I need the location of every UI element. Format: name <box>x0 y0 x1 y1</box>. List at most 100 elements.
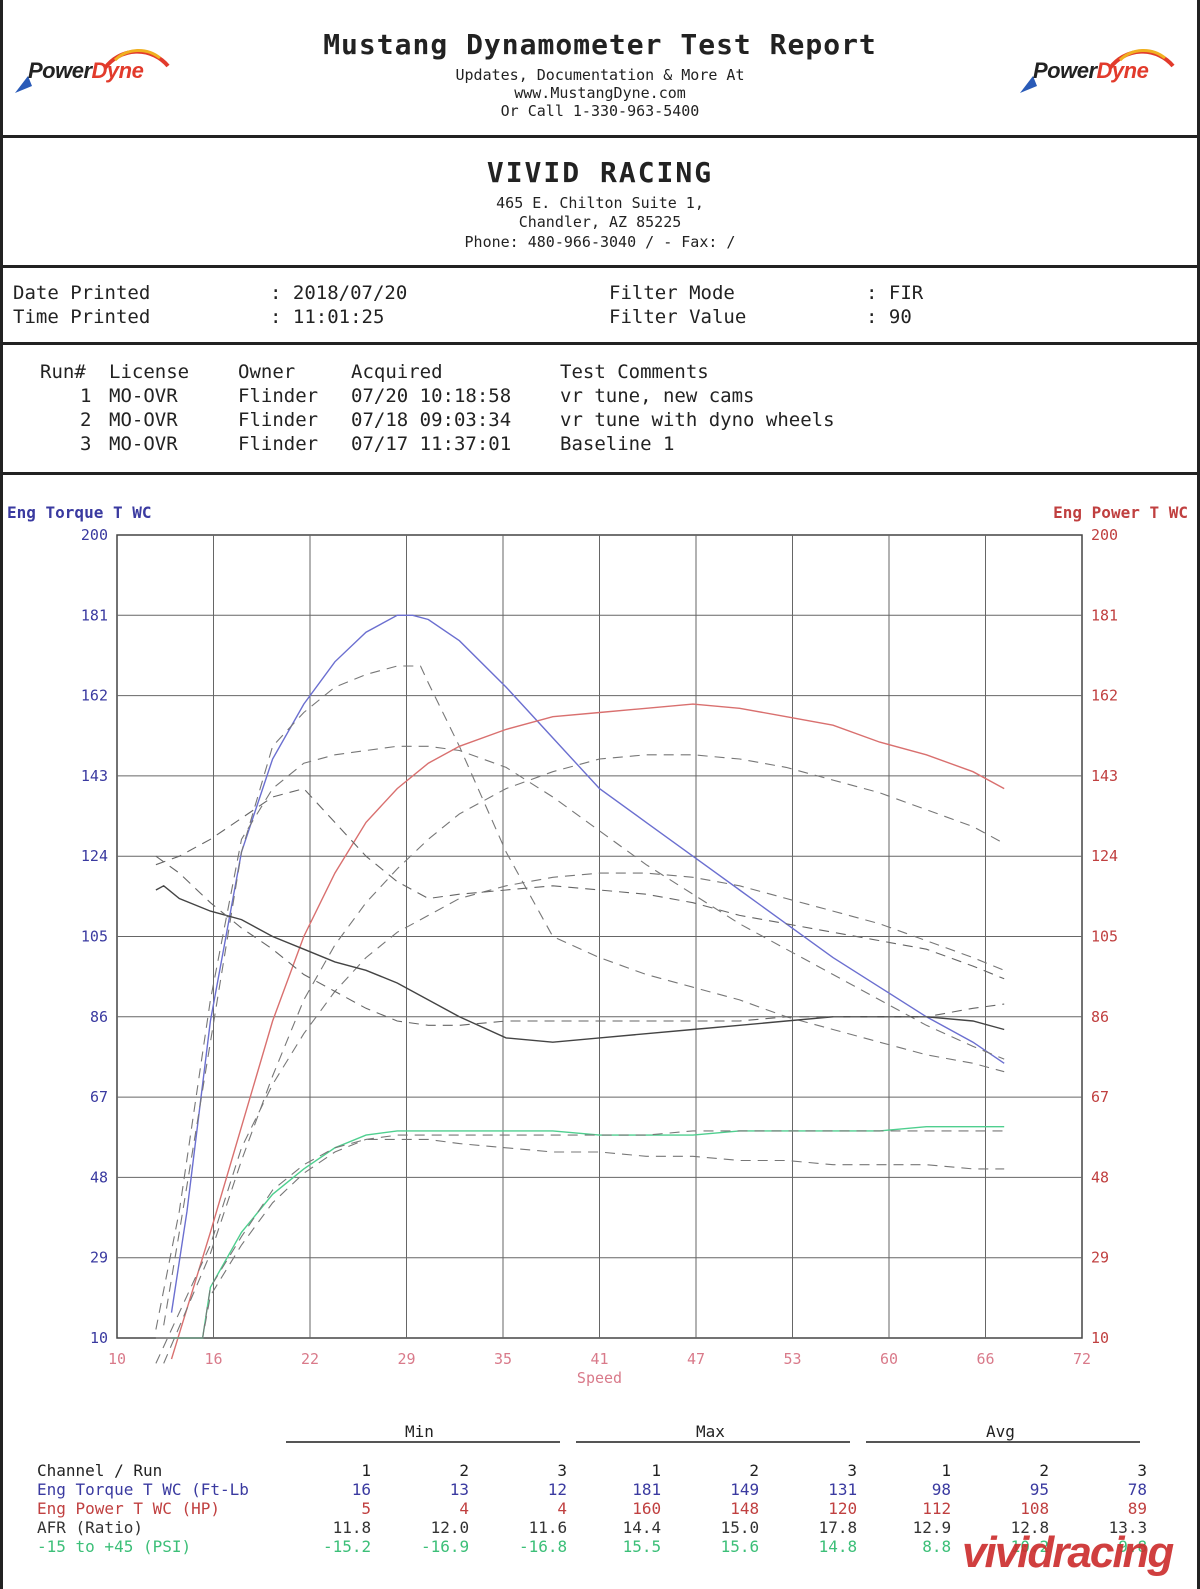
time-printed-label: Time Printed <box>13 306 151 328</box>
stats-value: 98 <box>931 1480 952 1499</box>
stats-value: 89 <box>1127 1499 1148 1518</box>
runs-header-acquired: Acquired <box>351 361 443 383</box>
stats-value: 4 <box>459 1499 470 1518</box>
stats-run-header: 3 <box>847 1461 858 1480</box>
y-tick-label-right: 124 <box>1091 847 1118 865</box>
y-axis-left-title: Eng Torque T WC <box>7 503 152 522</box>
shop-name: VIVID RACING <box>486 156 714 189</box>
stats-value: 78 <box>1127 1480 1148 1499</box>
filter-mode-label: Filter Mode <box>609 282 735 304</box>
x-tick-label: 72 <box>1073 1350 1091 1368</box>
stats-value: 108 <box>1020 1499 1050 1518</box>
series-line-power-run-2 <box>163 754 1005 1364</box>
series-line-boost-run-1 <box>171 1125 1005 1339</box>
date-printed-label: Date Printed <box>13 282 151 304</box>
stats-channel-label: AFR (Ratio) <box>37 1518 143 1537</box>
series-line-afr-run-1 <box>155 884 1005 1043</box>
stats-value: 8.8 <box>922 1537 952 1556</box>
shop-phone: Phone: 480-966-3040 / - Fax: / <box>464 233 736 251</box>
series-line-boost-run-3 <box>155 1138 1005 1339</box>
header-line-2: www.MustangDyne.com <box>514 84 686 102</box>
stats-value: 14.4 <box>622 1518 662 1537</box>
stats-value: -16.8 <box>519 1537 568 1556</box>
table-row: vr tune, new cams <box>560 385 755 407</box>
y-tick-label-right: 143 <box>1091 767 1118 785</box>
table-row: 1 <box>80 385 92 407</box>
y-tick-label-left: 162 <box>81 687 108 705</box>
y-tick-label-right: 29 <box>1091 1249 1109 1267</box>
divider <box>0 265 1200 268</box>
series-line-afr-run-3 <box>155 787 1005 980</box>
stats-run-header: 3 <box>1137 1461 1148 1480</box>
logo-gauge-icon <box>15 48 170 93</box>
stats-value: 112 <box>922 1499 952 1518</box>
stats-run-header: 1 <box>941 1461 952 1480</box>
stats-run-header: 2 <box>749 1461 760 1480</box>
divider <box>0 135 1200 138</box>
y-tick-label-right: 181 <box>1091 606 1118 624</box>
stats-value: 148 <box>730 1499 760 1518</box>
report-title: Mustang Dynamometer Test Report <box>323 28 877 61</box>
series-line-power-run-3 <box>155 872 1005 1364</box>
series-line-power-run-1 <box>170 703 1005 1360</box>
stats-value: -16.9 <box>421 1537 470 1556</box>
stats-channel-label: Eng Torque T WC (Ft-Lb <box>37 1480 249 1499</box>
stats-value: 11.6 <box>528 1518 568 1537</box>
stats-value: 16 <box>351 1480 372 1499</box>
stats-value: 160 <box>632 1499 662 1518</box>
stats-channel-label: Eng Power T WC (HP) <box>37 1499 221 1518</box>
dyno-chart: 10 16 22 29 35 41 47 53 60 66 72 200 200 181 181 162 162… <box>81 526 1118 1387</box>
runs-header-comments: Test Comments <box>560 361 709 383</box>
divider <box>0 342 1200 345</box>
stats-group-avg: Avg <box>986 1422 1015 1441</box>
y-tick-label-right: 200 <box>1091 526 1118 544</box>
x-tick-label: 16 <box>204 1350 222 1368</box>
table-row: Flinder <box>238 433 319 455</box>
stats-value: 11.8 <box>332 1518 372 1537</box>
series-line-torque-run-2 <box>163 665 1005 1326</box>
powerdyne-logo-right: PowerDyne <box>1015 38 1175 98</box>
y-tick-label-left: 181 <box>81 606 108 624</box>
shop-address-2: Chandler, AZ 85225 <box>518 213 682 231</box>
right-border <box>1197 0 1200 1589</box>
series-line-afr-run-2 <box>155 855 1005 1026</box>
table-row: Flinder <box>238 409 319 431</box>
series-line-boost-run-2 <box>163 1130 1005 1339</box>
stats-value: 13.3 <box>1108 1518 1148 1537</box>
stats-value: 131 <box>828 1480 858 1499</box>
stats-value: 13 <box>449 1480 470 1499</box>
stats-run-header: 3 <box>557 1461 568 1480</box>
stats-value: 15.6 <box>720 1537 760 1556</box>
date-printed-value: : 2018/07/20 <box>270 282 408 304</box>
y-axis-right-title: Eng Power T WC <box>1053 503 1188 522</box>
stats-group-underline <box>286 1441 560 1443</box>
table-row: 07/17 11:37:01 <box>351 433 512 455</box>
stats-run-header: 2 <box>1039 1461 1050 1480</box>
y-tick-label-left: 200 <box>81 526 108 544</box>
runs-header-owner: Owner <box>238 361 296 383</box>
stats-value: 5 <box>361 1499 372 1518</box>
time-printed-value: : 11:01:25 <box>270 306 385 328</box>
y-tick-label-right: 86 <box>1091 1008 1109 1026</box>
stats-value: 15.0 <box>720 1518 760 1537</box>
y-tick-label-right: 67 <box>1091 1088 1109 1106</box>
shop-address-1: 465 E. Chilton Suite 1, <box>496 194 704 212</box>
logo-gauge-icon <box>1020 48 1175 93</box>
stats-value: 17.8 <box>818 1518 858 1537</box>
stats-run-header: 1 <box>651 1461 662 1480</box>
runs-header-run: Run# <box>40 361 86 383</box>
stats-value: 12.8 <box>1010 1518 1050 1537</box>
table-row: MO-OVR <box>109 433 178 455</box>
stats-value: -15.2 <box>323 1537 372 1556</box>
filter-value-label: Filter Value <box>609 306 747 328</box>
stats-value: 12.9 <box>912 1518 952 1537</box>
stats-group-max: Max <box>696 1422 725 1441</box>
x-tick-label: 60 <box>880 1350 898 1368</box>
y-tick-label-right: 162 <box>1091 687 1118 705</box>
table-row: 07/18 09:03:34 <box>351 409 512 431</box>
filter-mode-value: : FIR <box>866 282 924 304</box>
stats-value: 4 <box>557 1499 568 1518</box>
x-tick-label: 10 <box>108 1350 126 1368</box>
x-tick-label: 29 <box>397 1350 415 1368</box>
stats-value: 9.8 <box>1118 1537 1148 1556</box>
